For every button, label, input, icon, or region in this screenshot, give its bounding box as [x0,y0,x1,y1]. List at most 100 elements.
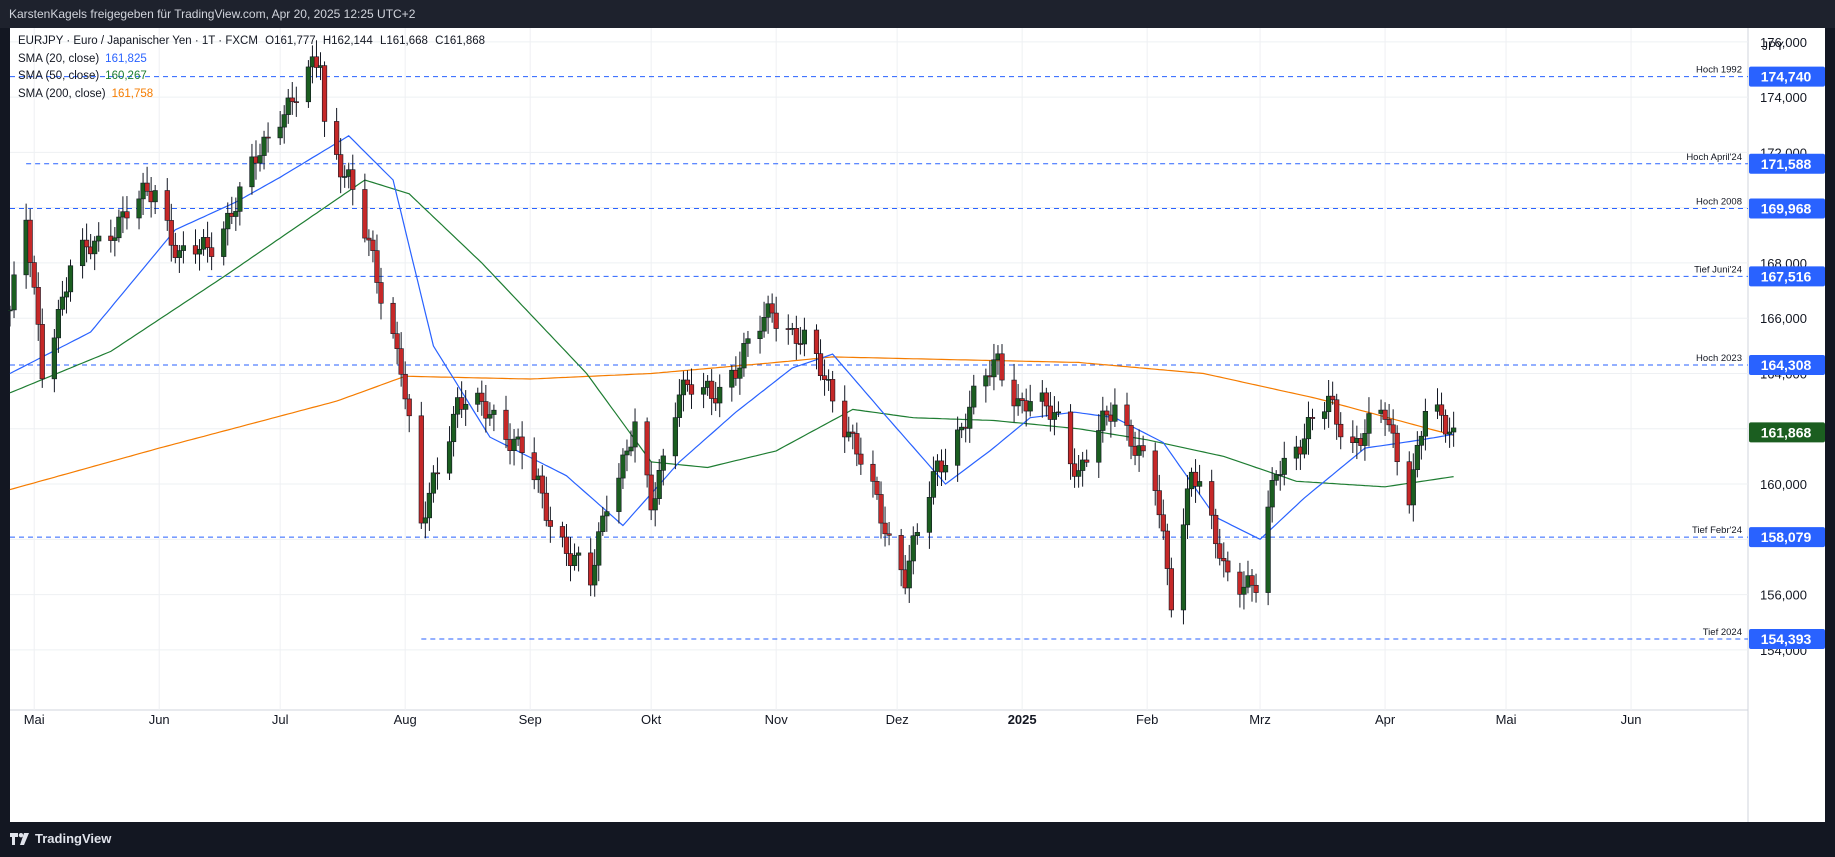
candle[interactable] [1237,562,1243,608]
candle[interactable] [729,365,735,402]
candle[interactable] [1394,425,1400,476]
candle[interactable] [221,221,227,266]
candle[interactable] [362,173,368,243]
candle[interactable] [434,457,441,490]
candle[interactable] [914,523,920,545]
tradingview-logo[interactable]: TradingView [10,831,111,846]
candle[interactable] [898,528,904,587]
candle[interactable] [676,379,682,427]
candle[interactable] [418,401,424,529]
candle[interactable] [378,267,384,320]
candle[interactable] [1019,392,1025,414]
candle[interactable] [1438,392,1445,432]
candle[interactable] [27,208,33,278]
candle[interactable] [1156,474,1162,529]
candle[interactable] [620,448,626,489]
candle[interactable] [656,459,662,505]
candle[interactable] [503,395,509,449]
candle[interactable] [1277,460,1283,491]
candle[interactable] [717,374,723,418]
candle[interactable] [854,422,860,467]
candle[interactable] [180,231,186,264]
candle[interactable] [793,315,799,360]
candle[interactable] [761,301,767,338]
candle[interactable] [1446,417,1453,448]
candle[interactable] [1104,405,1110,426]
sma50-legend-row[interactable]: SMA (50, close) 160,267 [18,68,485,86]
candle[interactable] [321,61,328,137]
candle[interactable] [596,522,602,582]
candle[interactable] [930,456,937,505]
candle[interactable] [446,426,453,480]
candle[interactable] [1043,387,1049,417]
candle[interactable] [592,549,598,597]
candle[interactable] [628,430,634,457]
candle[interactable] [1027,384,1033,417]
candle[interactable] [1217,528,1223,566]
candle[interactable] [821,359,828,396]
candle[interactable] [801,317,807,357]
candle[interactable] [233,197,239,231]
candle[interactable] [124,196,130,230]
candle[interactable] [1192,459,1199,503]
candle[interactable] [79,228,86,279]
candle[interactable] [543,476,549,527]
candle[interactable] [1253,573,1259,603]
candle[interactable] [648,461,654,521]
candle[interactable] [390,297,396,339]
candle[interactable] [313,40,320,78]
candle[interactable] [1321,401,1328,430]
candle[interactable] [1011,363,1017,423]
candle[interactable] [942,448,949,481]
candle[interactable] [870,450,876,498]
candle[interactable] [1221,542,1227,578]
candle[interactable] [757,315,763,354]
candle[interactable] [31,255,37,295]
candle[interactable] [817,339,824,381]
candle[interactable] [63,277,70,314]
candle[interactable] [366,229,372,257]
candle[interactable] [289,82,295,115]
candle[interactable] [559,521,566,548]
candle[interactable] [450,406,457,457]
candle[interactable] [1418,430,1424,460]
candle[interactable] [741,332,747,377]
candle[interactable] [338,138,344,194]
candle[interactable] [1076,455,1082,488]
candle[interactable] [225,202,231,246]
candle[interactable] [660,448,666,486]
candle[interactable] [1140,435,1146,458]
candle[interactable] [249,143,255,195]
candle[interactable] [1382,402,1388,436]
candle[interactable] [1410,453,1416,522]
symbol-legend-row[interactable]: EURJPY · Euro / Japanischer Yen · 1T · F… [18,33,485,51]
candle[interactable] [874,476,880,500]
candle[interactable] [430,465,437,503]
candle[interactable] [680,371,687,412]
candle[interactable] [1100,396,1106,443]
candle[interactable] [374,234,380,294]
candle[interactable] [426,482,432,531]
candle[interactable] [1301,423,1308,459]
candle[interactable] [1128,419,1134,460]
candle[interactable] [293,86,299,117]
candle[interactable] [1309,408,1316,431]
candle[interactable] [1334,393,1340,440]
candle[interactable] [1164,523,1170,586]
candle[interactable] [1112,388,1118,427]
candle[interactable] [886,522,892,546]
candle[interactable] [624,439,630,472]
candle[interactable] [1451,411,1457,447]
candle[interactable] [152,185,158,215]
candle[interactable] [563,524,570,566]
candle[interactable] [519,421,525,470]
candle[interactable] [92,236,98,271]
candle[interactable] [176,245,182,273]
candle[interactable] [136,190,142,230]
candle[interactable] [334,107,340,160]
candle[interactable] [370,230,376,263]
candle[interactable] [539,465,545,509]
candle[interactable] [11,261,17,319]
candle[interactable] [1184,475,1191,539]
candle[interactable] [672,402,678,470]
